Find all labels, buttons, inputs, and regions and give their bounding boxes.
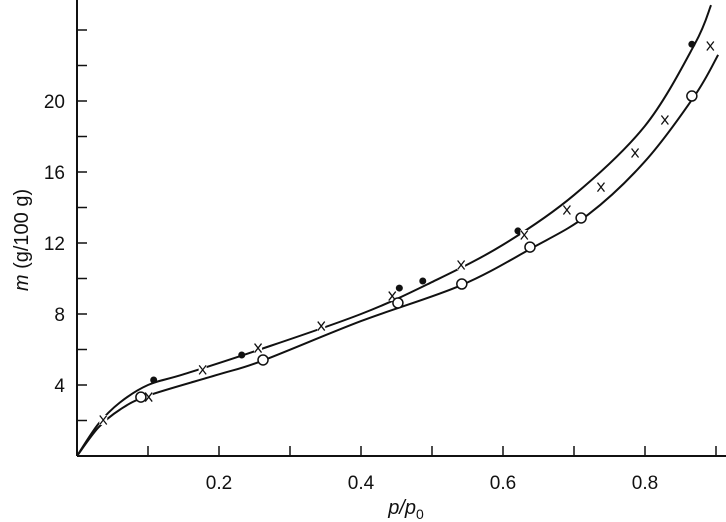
cross-mark: [198, 365, 207, 375]
data-points: [99, 40, 715, 425]
cross-mark: [317, 321, 326, 331]
open-circle-point: [575, 212, 587, 224]
cross-mark: [99, 415, 108, 425]
open-circle-point: [686, 90, 698, 102]
cross-mark: [596, 182, 605, 192]
y-axis-label: m (g/100 g): [11, 189, 33, 291]
x-tick-label: 0.6: [490, 473, 516, 494]
upper-curve: [76, 4, 712, 457]
y-tick-label: 12: [44, 234, 65, 255]
cross-mark: [562, 205, 571, 215]
lower-curve: [76, 54, 719, 457]
cross-point: [596, 182, 605, 193]
cross-point: [198, 364, 207, 375]
open-circle-point: [524, 241, 536, 253]
axes: [76, 0, 726, 457]
cross-mark: [520, 230, 529, 240]
x-tick-label: 0.2: [206, 473, 232, 494]
cross-point: [631, 148, 640, 159]
cross-point: [706, 40, 715, 51]
x-tick-label: 0.8: [632, 473, 658, 494]
filled-circle-point: [238, 351, 246, 359]
cross-mark: [457, 260, 466, 270]
cross-point: [144, 392, 153, 403]
cross-point: [317, 321, 326, 332]
open-circle-point: [257, 354, 269, 366]
filled-circle-point: [688, 40, 696, 48]
y-tick-label: 16: [44, 163, 65, 184]
filled-circle-point: [514, 227, 522, 235]
cross-mark: [631, 148, 640, 158]
cross-point: [520, 230, 529, 241]
cross-mark: [660, 115, 669, 125]
cross-mark: [144, 392, 153, 402]
y-tick-label: 4: [54, 376, 65, 397]
curves: [76, 4, 719, 457]
x-axis-label: p/p0: [387, 497, 424, 522]
cross-mark: [706, 41, 715, 51]
x-tick-label: 0.4: [348, 473, 375, 494]
open-circle-point: [392, 297, 404, 309]
filled-circle-point: [150, 376, 158, 384]
y-tick-label: 20: [44, 92, 65, 113]
open-circle-point: [135, 391, 147, 403]
cross-point: [562, 204, 571, 215]
open-circle-point: [456, 278, 468, 290]
cross-point: [254, 343, 263, 354]
tick-labels: 0.2 0.4 0.6 0.8 4 8 12 16 20: [44, 92, 658, 494]
cross-point: [99, 414, 108, 425]
filled-circle-point: [395, 284, 403, 292]
cross-point: [457, 260, 466, 271]
y-tick-label: 8: [54, 305, 65, 326]
cross-mark: [254, 343, 263, 353]
cross-point: [660, 114, 669, 125]
filled-circle-point: [419, 277, 427, 285]
